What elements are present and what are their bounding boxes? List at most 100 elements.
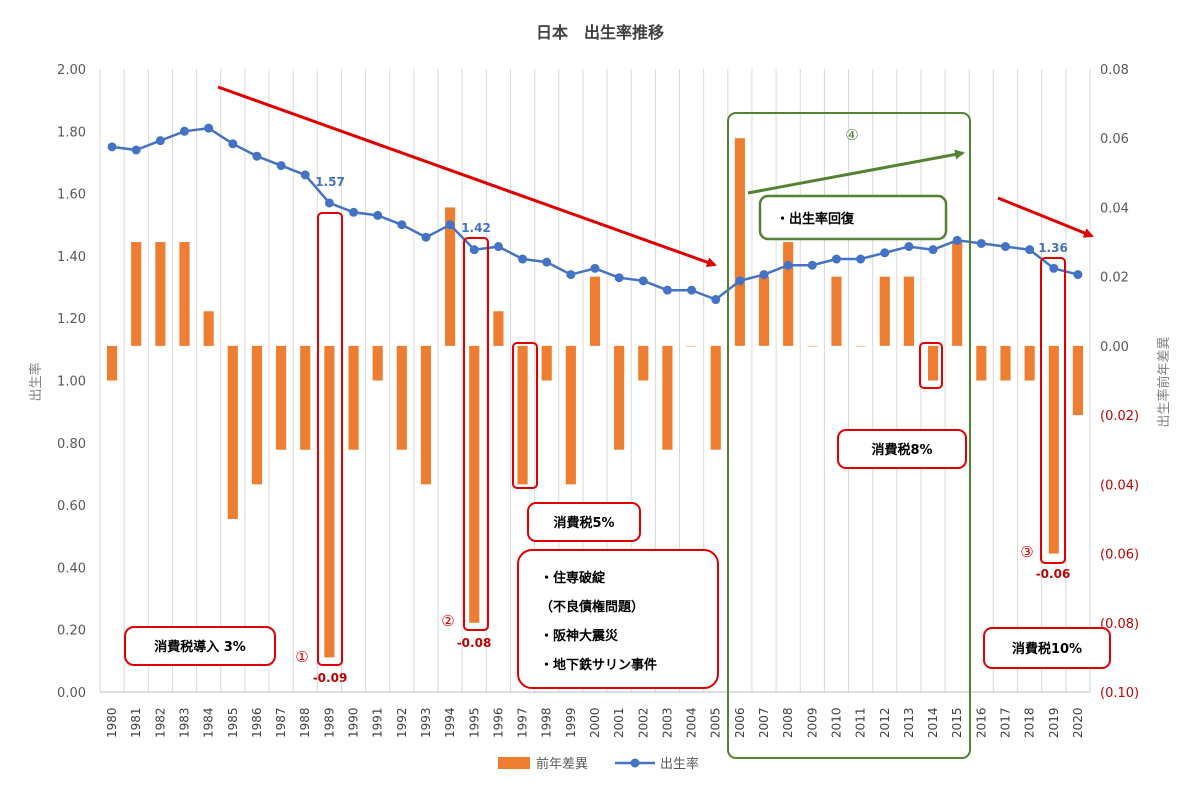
highlight-box-1989 [317, 212, 343, 666]
y-left-tick-label: 0.00 [57, 686, 86, 701]
x-tick-label: 2019 [1047, 707, 1061, 738]
y-left-tick-label: 0.80 [57, 437, 86, 452]
highlight-box-1995 [463, 237, 489, 631]
bar-2017 [1000, 345, 1011, 381]
bar-2005 [710, 345, 721, 450]
x-tick-label: 1991 [371, 707, 385, 738]
bar-2014 [927, 345, 939, 381]
x-tick-label: 1985 [226, 707, 240, 738]
callout-consumption-tax-8 [837, 429, 967, 469]
x-tick-label: 2002 [636, 707, 650, 738]
point-2020 [1073, 270, 1083, 280]
point-2016 [976, 238, 986, 248]
bar-2019 [1048, 345, 1059, 554]
point-2011 [856, 254, 866, 264]
callout-events-line-3: ・阪神大震災 [540, 628, 619, 644]
trend-arrow-decline [217, 85, 717, 268]
marker-3: ③ [1020, 543, 1033, 561]
bar-1988 [300, 345, 311, 450]
point-2003 [662, 285, 672, 295]
x-tick-label: 1997 [516, 707, 530, 738]
y-left-tick-label: 0.60 [57, 499, 86, 514]
bar-1981 [131, 242, 142, 346]
marker-1: ① [295, 648, 308, 666]
point-1990 [349, 207, 359, 217]
point-1998 [542, 257, 552, 267]
point-1997 [518, 254, 528, 264]
y-left-tick-label: 0.40 [57, 561, 86, 576]
point-2019 [1049, 263, 1059, 273]
y-right-tick-label: 0.00 [1100, 340, 1129, 355]
bar-2009 [807, 345, 818, 347]
line-label-1989: 1.57 [315, 175, 345, 189]
y-left-tick-label: 2.00 [57, 63, 86, 78]
x-tick-label: 1981 [129, 707, 143, 738]
x-tick-label: 1988 [298, 707, 312, 738]
callout-consumption-tax-3 [124, 626, 276, 666]
y-right-tick-label: (0.04) [1100, 478, 1139, 493]
bar-1986 [251, 345, 263, 485]
point-1988 [300, 170, 310, 180]
point-1987 [276, 161, 286, 171]
callout-consumption-tax-5 [527, 502, 641, 542]
x-tick-label: 1993 [419, 707, 433, 738]
point-2015 [952, 235, 962, 245]
bar-1985 [227, 345, 238, 519]
bar-1990 [348, 345, 359, 450]
bar-2003 [662, 345, 673, 450]
bar-2002 [638, 345, 649, 381]
bar-label-1989: -0.09 [313, 671, 348, 685]
bar-2004 [686, 345, 697, 347]
y-left-tick-label: 1.80 [57, 125, 86, 140]
line-label-2019: 1.36 [1038, 241, 1068, 255]
bar-1989 [324, 345, 335, 658]
x-tick-label: 2020 [1071, 707, 1085, 738]
x-tick-label: 2009 [805, 707, 819, 738]
legend-label-line: 出生率 [660, 756, 699, 772]
point-2008 [783, 260, 793, 270]
callout-events-line-2: （不良債権問題） [540, 599, 644, 615]
point-1983 [180, 126, 190, 136]
point-2004 [687, 285, 697, 295]
y-axis-right: (0.10) (0.08) (0.06) (0.04) (0.02) 0.00 0.02 0.… [1100, 63, 1139, 701]
callout-consumption-tax-10 [983, 627, 1111, 669]
point-1985 [228, 139, 238, 149]
bar-1998 [541, 345, 552, 381]
highlight-box-2019 [1040, 257, 1066, 564]
y-left-tick-label: 1.60 [57, 188, 86, 203]
line-series-birth-rate [107, 123, 1083, 305]
callout-events-line-1: ・住専破綻 [540, 570, 606, 586]
bar-1983 [179, 242, 190, 346]
y-right-tick-label: 0.08 [1100, 63, 1129, 78]
y-axis-left-label: 出生率 [28, 362, 44, 401]
bar-2000 [589, 276, 601, 346]
point-1994 [445, 220, 455, 230]
x-tick-label: 2008 [781, 707, 795, 738]
y-right-tick-label: 0.02 [1100, 271, 1129, 286]
bar-2008 [783, 242, 794, 346]
x-tick-label: 2001 [612, 707, 626, 738]
legend-label-bar: 前年差異 [536, 756, 588, 772]
bar-1987 [276, 345, 287, 450]
point-1992 [397, 220, 407, 230]
bar-1993 [420, 345, 432, 485]
y-left-tick-label: 0.20 [57, 624, 86, 639]
bar-2018 [1024, 345, 1035, 381]
bar-2006 [734, 138, 745, 346]
y-left-tick-label: 1.00 [57, 375, 86, 390]
point-1984 [204, 123, 214, 133]
point-2013 [904, 242, 914, 252]
x-tick-label: 2016 [974, 707, 988, 738]
x-tick-label: 2017 [998, 707, 1012, 738]
callout-consumption-tax-8-text: 消費税8% [871, 442, 932, 458]
bar-1980 [107, 345, 118, 381]
y-right-tick-label: (0.10) [1100, 686, 1139, 701]
trend-arrow-recent [997, 196, 1094, 238]
x-axis-tick-labels: 1980 1981 1982 1983 1984 1985 1986 1987 1988 1989… [105, 707, 1085, 738]
callout-recovery [758, 194, 948, 241]
bar-2020 [1072, 345, 1083, 416]
point-2012 [880, 248, 890, 258]
y-right-tick-label: 0.04 [1100, 201, 1129, 216]
legend-swatch-marker [630, 758, 640, 768]
bar-1984 [203, 311, 214, 346]
